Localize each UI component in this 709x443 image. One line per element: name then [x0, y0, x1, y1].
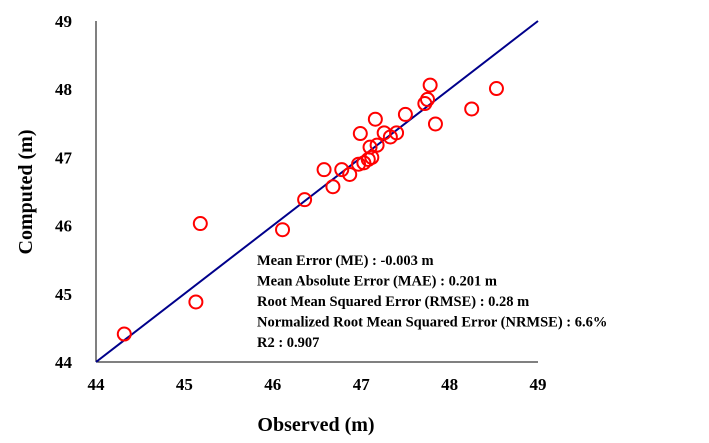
- data-point: [427, 116, 443, 132]
- x-tick-label: 48: [441, 375, 458, 394]
- data-point: [367, 111, 383, 127]
- y-tick-label: 49: [55, 12, 72, 31]
- data-point: [192, 216, 208, 232]
- data-point: [188, 294, 204, 310]
- data-point: [352, 126, 368, 142]
- data-point: [422, 77, 438, 93]
- data-point: [420, 91, 435, 107]
- data-point: [488, 81, 504, 97]
- x-tick-labels: 44 45 46 47 48 49: [88, 375, 547, 394]
- error-statistics: Mean Error (ME) : -0.003 m Mean Absolute …: [257, 253, 607, 351]
- data-point: [397, 106, 413, 122]
- x-tick-label: 47: [353, 375, 371, 394]
- y-axis-title: Computed (m): [15, 130, 37, 255]
- one-to-one-line: [95, 20, 539, 363]
- data-point: [316, 162, 332, 178]
- x-tick-label: 49: [530, 375, 547, 394]
- data-point: [116, 326, 132, 342]
- stat-line: Root Mean Squared Error (RMSE) : 0.28 m: [257, 294, 529, 310]
- stat-line: Mean Absolute Error (MAE) : 0.201 m: [257, 274, 497, 290]
- data-point: [342, 166, 358, 182]
- data-point: [464, 101, 480, 117]
- x-tick-label: 45: [176, 375, 193, 394]
- stat-line: Mean Error (ME) : -0.003 m: [257, 253, 434, 269]
- y-tick-label: 48: [55, 80, 72, 99]
- y-tick-label: 47: [55, 148, 73, 167]
- y-tick-labels: 44 45 46 47 48 49: [55, 12, 73, 372]
- data-point: [334, 162, 350, 178]
- axes: [95, 21, 538, 363]
- x-axis-title: Observed (m): [257, 414, 374, 436]
- data-point: [389, 125, 405, 141]
- y-tick-label: 46: [55, 217, 72, 236]
- stat-line: R2 : 0.907: [257, 335, 319, 351]
- data-point: [362, 139, 378, 155]
- x-tick-label: 46: [264, 375, 281, 394]
- y-tick-label: 45: [55, 285, 72, 304]
- x-tick-label: 44: [88, 375, 106, 394]
- stat-line: Normalized Root Mean Squared Error (NRMS…: [257, 315, 607, 331]
- y-tick-label: 44: [55, 353, 73, 372]
- data-point: [297, 192, 313, 208]
- data-point: [364, 149, 380, 165]
- data-point: [325, 179, 341, 195]
- data-point: [275, 222, 291, 238]
- data-point: [369, 137, 385, 153]
- data-points: [116, 77, 504, 342]
